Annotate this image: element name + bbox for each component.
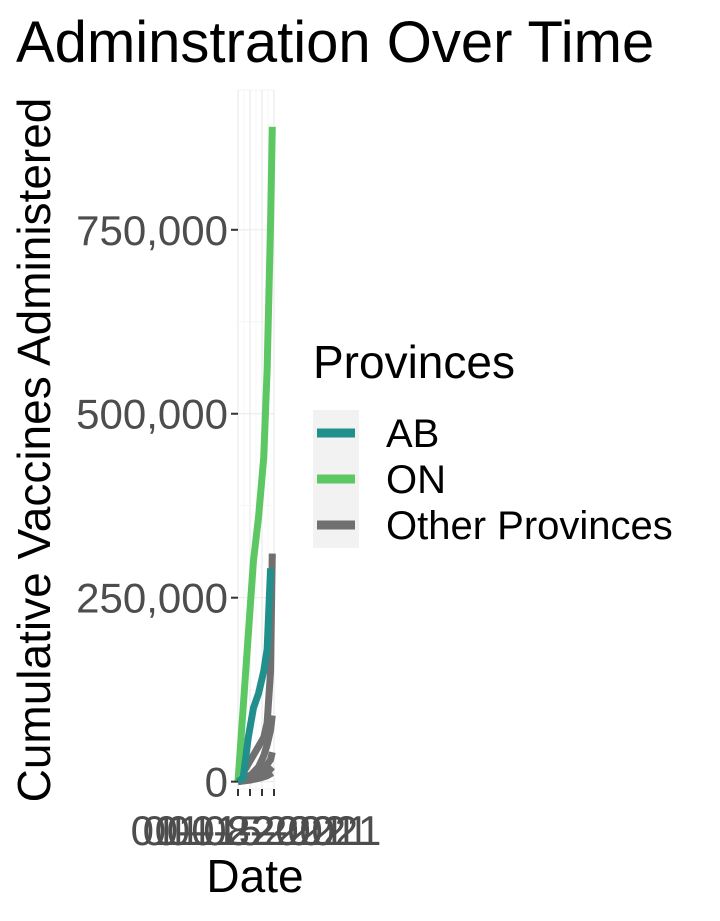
series-line-on (234, 126, 276, 782)
y-axis: 0 250,000 500,000 750,000 (76, 207, 238, 806)
legend-title: Provinces (313, 336, 515, 388)
x-tick-label: 01-15-2021 (155, 807, 370, 854)
chart-title: Adminstration Over Time (16, 10, 654, 75)
series-line-other-provinces (237, 769, 275, 786)
x-tick-label: 01-22-2021 (167, 807, 382, 854)
y-tick-label: 250,000 (76, 575, 228, 622)
x-tick-label: 01-08-2021 (143, 807, 358, 854)
x-tick-label: 01-01-2021 (131, 807, 346, 854)
y-tick-label: 500,000 (76, 391, 228, 438)
x-axis-label: Date (206, 850, 303, 902)
legend-label: ON (386, 458, 446, 502)
y-tick-label: 0 (205, 759, 228, 806)
y-axis-label: Cumulative Vaccines Administered (8, 98, 60, 803)
legend-label: Other Provinces (386, 504, 673, 548)
legend-label: AB (386, 412, 439, 456)
series-lines (234, 126, 276, 786)
y-tick-label: 750,000 (76, 207, 228, 254)
series-line-ab (235, 568, 275, 785)
